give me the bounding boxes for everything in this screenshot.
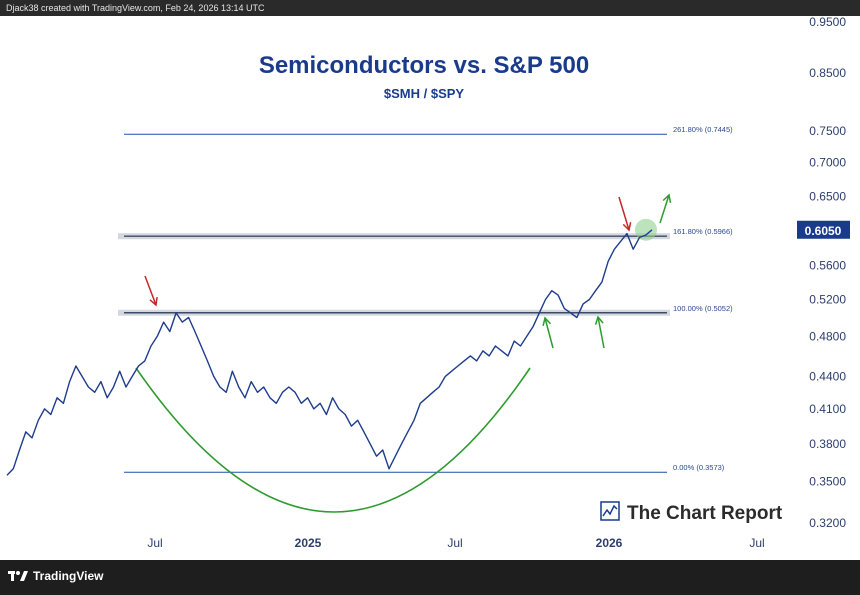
y-tick-label: 0.3500 (809, 475, 846, 489)
axes: 0.9500 0.8500 0.7500 0.7000 0.6500 0.5600 0.52… (147, 15, 850, 550)
chart-title: Semiconductors vs. S&P 500 (259, 52, 589, 79)
tradingview-logo-icon (8, 571, 28, 581)
current-price-highlight (635, 218, 657, 241)
fib-label: 100.00% (0.5052) (673, 304, 733, 313)
down-arrow-icon (618, 196, 632, 232)
current-price-label: 0.6050 (805, 224, 842, 238)
fib-label: 0.00% (0.3573) (673, 463, 725, 472)
up-arrow-icon (594, 315, 605, 349)
fib-levels: 261.80% (0.7445) 161.80% (0.5966) 100.00% … (118, 125, 733, 473)
cup-arc (135, 367, 531, 513)
fib-label: 161.80% (0.5966) (673, 227, 733, 236)
y-tick-label: 0.4100 (809, 402, 846, 416)
x-tick-label: 2025 (295, 536, 322, 550)
y-tick-label: 0.3800 (809, 437, 846, 451)
y-tick-label: 0.5200 (809, 292, 846, 306)
y-tick-label: 0.8500 (809, 66, 846, 80)
price-series (6, 229, 653, 476)
footer-bar: TradingView (0, 560, 860, 595)
attribution-text: Djack38 created with TradingView.com, Fe… (6, 3, 265, 13)
tradingview-logo[interactable]: TradingView (8, 569, 103, 583)
down-arrow-icon (144, 275, 158, 307)
x-tick-label: Jul (447, 536, 462, 550)
y-tick-label: 0.4400 (809, 369, 846, 383)
y-tick-label: 0.3200 (809, 516, 846, 530)
y-tick-label: 0.5600 (809, 258, 846, 272)
x-tick-label: Jul (749, 536, 764, 550)
y-tick-label: 0.4800 (809, 329, 846, 343)
up-arrow-icon (659, 193, 672, 224)
watermark: The Chart Report (600, 501, 783, 524)
current-price-badge (797, 220, 850, 239)
y-tick-label: 0.7500 (809, 124, 846, 138)
x-tick-label: 2026 (596, 536, 623, 550)
y-tick-label: 0.9500 (809, 16, 846, 29)
fib-label: 261.80% (0.7445) (673, 125, 733, 134)
up-arrow-icon (542, 316, 554, 349)
watermark-text: The Chart Report (627, 503, 783, 524)
y-tick-label: 0.7000 (809, 156, 846, 170)
annotations (135, 193, 672, 513)
x-tick-label: Jul (147, 536, 162, 550)
chart-svg[interactable]: 261.80% (0.7445) 161.80% (0.5966) 100.00% … (0, 15, 860, 560)
tradingview-logo-text: TradingView (33, 569, 104, 583)
chart-area[interactable]: 261.80% (0.7445) 161.80% (0.5966) 100.00% … (0, 15, 860, 560)
price-line (6, 229, 653, 476)
chart-subtitle: $SMH / $SPY (384, 86, 465, 101)
y-tick-label: 0.6500 (809, 190, 846, 204)
chart-report-logo-icon (600, 501, 620, 521)
